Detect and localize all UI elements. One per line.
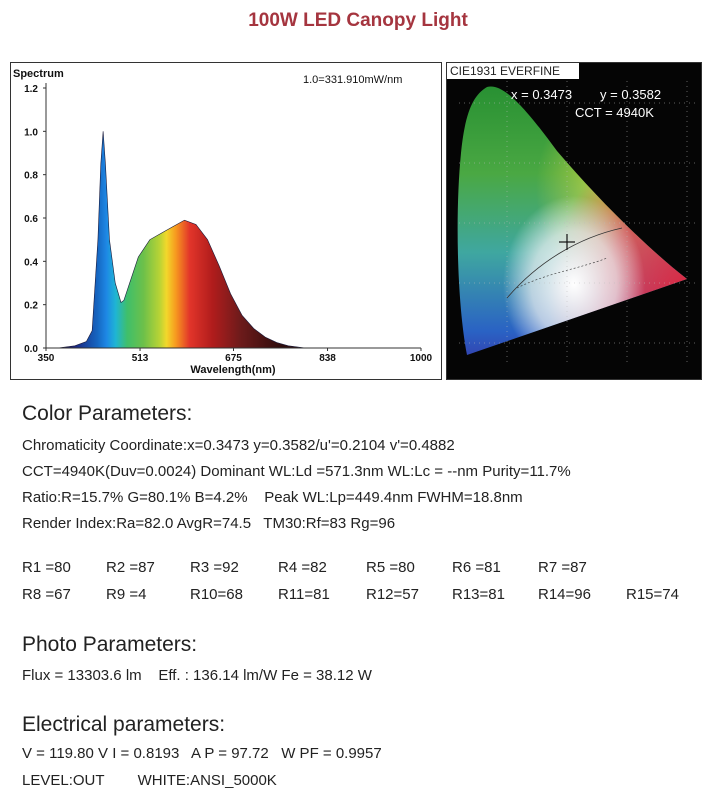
render-index: R14=96	[538, 586, 591, 603]
x-tick-label: 513	[132, 353, 149, 364]
render-index: R2 =87	[106, 559, 155, 576]
plot-area: 0.0 0.2 0.4 0.6 0.8 1.0 1.2 350 513 675 838 1000	[24, 83, 433, 364]
parameter-line: CCT=4940K(Duv=0.0024) Dominant WL:Ld =57…	[22, 463, 571, 480]
parameter-line: Chromaticity Coordinate:x=0.3473 y=0.358…	[22, 437, 455, 454]
chromaticity-marker	[559, 234, 575, 250]
parameter-line: Render Index:Ra=82.0 AvgR=74.5 TM30:Rf=8…	[22, 515, 396, 532]
cct: CCT = 4940K	[575, 105, 654, 120]
section-heading: Electrical parameters:	[22, 713, 226, 736]
y-tick-label: 0.6	[24, 214, 38, 225]
y-tick-label: 0.2	[24, 301, 38, 312]
render-index: R1 =80	[22, 559, 71, 576]
section-heading: Photo Parameters:	[22, 633, 198, 656]
render-index: R10=68	[190, 586, 243, 603]
parameter-line: Ratio:R=15.7% G=80.1% B=4.2% Peak WL:Lp=…	[22, 489, 523, 506]
cie-diagram: CIE1931 EVERFINE x = 0.3473 y = 0.3582 C…	[446, 62, 702, 380]
render-index: R8 =67	[22, 586, 71, 603]
spectrum-area	[57, 131, 306, 349]
render-index: R12=57	[366, 586, 419, 603]
coordinate-x: x = 0.3473	[511, 87, 572, 102]
header-background	[447, 63, 579, 79]
render-index: R13=81	[452, 586, 505, 603]
y-tick-label: 0.4	[24, 257, 38, 268]
chart-title: Spectrum	[13, 68, 64, 80]
page-title: 100W LED Canopy Light	[248, 10, 468, 31]
parameter-line: V = 119.80 V I = 0.8193 A P = 97.72 W PF…	[22, 745, 382, 762]
render-index: R4 =82	[278, 559, 327, 576]
y-tick-label: 0.0	[24, 344, 38, 355]
parameter-line: Flux = 13303.6 lm Eff. : 136.14 lm/W Fe …	[22, 667, 372, 684]
x-tick-label: 838	[319, 353, 336, 364]
grid	[459, 81, 697, 363]
coordinate-y: y = 0.3582	[600, 87, 661, 102]
y-tick-label: 1.2	[24, 84, 38, 95]
render-index: R9 =4	[106, 586, 147, 603]
y-tick-label: 0.8	[24, 171, 38, 182]
render-index: R7 =87	[538, 559, 587, 576]
section-heading: Color Parameters:	[22, 402, 193, 425]
x-tick-label: 1000	[410, 353, 433, 364]
x-tick-label: 675	[225, 353, 242, 364]
chart-note: 1.0=331.910mW/nm	[303, 74, 402, 86]
render-index: R6 =81	[452, 559, 501, 576]
x-tick-label: 350	[38, 353, 55, 364]
spectrum-chart: Spectrum 1.0=331.910mW/nm Wavelength(nm)…	[10, 62, 442, 380]
render-index: R3 =92	[190, 559, 239, 576]
render-index: R15=74	[626, 586, 679, 603]
parameter-line: LEVEL:OUT WHITE:ANSI_5000K	[22, 772, 277, 789]
diagram-header: CIE1931 EVERFINE	[450, 64, 560, 78]
render-index: R11=81	[278, 586, 330, 603]
x-axis-label: Wavelength(nm)	[190, 364, 275, 376]
y-tick-label: 1.0	[24, 127, 38, 138]
render-index: R5 =80	[366, 559, 415, 576]
